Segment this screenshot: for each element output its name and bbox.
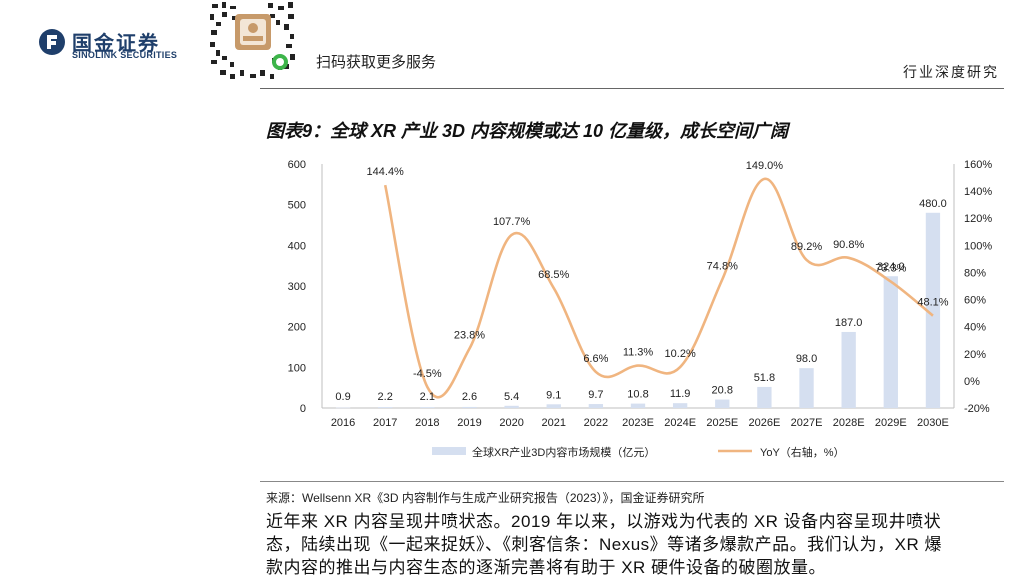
y-left-tick-label: 400 [288, 240, 306, 252]
bar-data-label: 9.1 [546, 389, 561, 401]
bar [799, 368, 814, 408]
line-data-label: 11.3% [623, 347, 654, 359]
source-divider [260, 481, 1004, 482]
y-right-tick-label: 60% [964, 295, 986, 307]
y-right-tick-label: 160% [964, 159, 992, 171]
y-right-tick-label: 140% [964, 186, 992, 198]
bar [588, 404, 604, 408]
line-data-label: 73.3% [875, 263, 906, 275]
x-tick-label: 2023E [622, 417, 654, 429]
bar [925, 212, 941, 408]
line-data-label: 107.7% [493, 216, 531, 228]
bar-data-label: 9.7 [588, 389, 603, 401]
x-tick-label: 2028E [833, 417, 865, 429]
y-left-tick-label: 0 [300, 403, 306, 415]
body-line: 款内容的推出与内容生态的逐渐完善将有助于 XR 硬件设备的破圈放量。 [266, 558, 827, 577]
y-right-tick-label: 120% [964, 213, 992, 225]
line-data-label: 74.8% [707, 260, 738, 272]
x-tick-label: 2020 [499, 417, 523, 429]
y-right-tick-label: 80% [964, 267, 986, 279]
x-tick-label: 2029E [875, 417, 907, 429]
line-data-label: 90.8% [833, 239, 864, 251]
bar [630, 403, 646, 408]
x-tick-label: 2030E [917, 417, 949, 429]
bar-data-label: 187.0 [835, 317, 863, 329]
x-tick-label: 2027E [791, 417, 823, 429]
line-data-label: 149.0% [746, 160, 784, 172]
legend-line-label: YoY（右轴，%） [760, 445, 845, 459]
line-data-label: 6.6% [583, 353, 608, 365]
line-data-label: 23.8% [454, 330, 485, 342]
sinolink-logo-icon [39, 29, 65, 55]
y-left-tick-label: 600 [288, 159, 306, 171]
x-tick-label: 2021 [541, 417, 565, 429]
bar-data-label: 324.0 [877, 261, 905, 273]
bar [672, 403, 688, 408]
line-data-label: 10.2% [665, 348, 696, 360]
yoy-series-line [383, 177, 934, 399]
y-left-tick-label: 100 [288, 362, 306, 374]
y-left-tick-label: 200 [288, 322, 306, 334]
bar-data-label: 2.2 [378, 391, 393, 403]
chart-source: 来源：Wellsenn XR《3D 内容制作与生成产业研究报告（2023）》，国… [266, 491, 705, 505]
header-divider [260, 88, 1004, 89]
bar-data-label: 51.8 [754, 372, 775, 384]
bar-data-label: 10.8 [627, 389, 648, 401]
y-right-tick-label: 20% [964, 349, 986, 361]
bar-data-label: 20.8 [712, 385, 733, 397]
bar-data-label: 98.0 [796, 353, 817, 365]
bar-data-label: 2.1 [420, 391, 435, 403]
body-line: 态，陆续出现《一起来捉妖》、《刺客信条：Nexus》等诸多爆款产品。我们认为，X… [266, 535, 943, 554]
y-right-tick-label: 100% [964, 240, 992, 252]
line-data-label: 68.5% [538, 269, 569, 281]
bar [420, 407, 435, 408]
bar [757, 386, 772, 408]
xr-content-market-chart: 0 100 200 300 400 500 600 -20% 0% 20% 40% 60% 80% 100… [288, 159, 993, 459]
bar-data-label: 2.6 [462, 391, 477, 403]
bar-data-label: 0.9 [335, 391, 350, 403]
x-tick-label: 2018 [415, 417, 439, 429]
chart-title: 图表9：全球 XR 产业 3D 内容规模或达 10 亿量级，成长空间广阔 [266, 121, 789, 141]
y-right-tick-label: -20% [964, 403, 990, 415]
company-name-en: SINOLINK SECURITIES [72, 50, 178, 60]
body-paragraph: 近年来 XR 内容呈现井喷状态。2019 年以来，以游戏为代表的 XR 设备内容… [266, 510, 1000, 579]
line-data-label: 144.4% [367, 166, 405, 178]
bar [378, 407, 393, 408]
x-tick-label: 2026E [748, 417, 780, 429]
x-tick-label: 2016 [331, 417, 355, 429]
bar-data-label: 11.9 [670, 388, 691, 400]
page-header: 国金证券 SINOLINK SECURITIES 扫码获取更多服务 行业深度研究 [0, 0, 1023, 92]
bar-data-label: 5.4 [504, 391, 519, 403]
x-tick-label: 2024E [664, 417, 696, 429]
y-left-tick-label: 300 [288, 281, 306, 293]
company-name-cn: 国金证券 [72, 33, 160, 55]
x-tick-label: 2022 [584, 417, 608, 429]
y-left-tick-label: 500 [288, 200, 306, 212]
x-tick-label: 2019 [457, 417, 481, 429]
bar [841, 331, 856, 408]
x-tick-label: 2025E [706, 417, 738, 429]
legend-bar-swatch [432, 447, 466, 455]
bar [504, 405, 519, 408]
bar [715, 399, 730, 408]
bar-data-label: 480.0 [919, 198, 947, 210]
bar [462, 406, 477, 408]
y-right-tick-label: 0% [964, 376, 980, 388]
line-data-label: 48.1% [917, 297, 948, 309]
scan-qr-caption: 扫码获取更多服务 [316, 54, 437, 71]
body-line: 近年来 XR 内容呈现井喷状态。2019 年以来，以游戏为代表的 XR 设备内容… [266, 512, 942, 531]
document-type-label: 行业深度研究 [903, 64, 999, 80]
line-data-label: 89.2% [791, 241, 822, 253]
bar [546, 404, 561, 408]
x-tick-label: 2017 [373, 417, 397, 429]
y-right-tick-label: 40% [964, 322, 986, 334]
line-data-label: -4.5% [413, 368, 442, 380]
bar [883, 276, 898, 408]
bar [335, 407, 351, 409]
legend-bar-label: 全球XR产业3D内容市场规模（亿元） [472, 445, 655, 459]
qr-code-icon[interactable] [208, 0, 298, 82]
